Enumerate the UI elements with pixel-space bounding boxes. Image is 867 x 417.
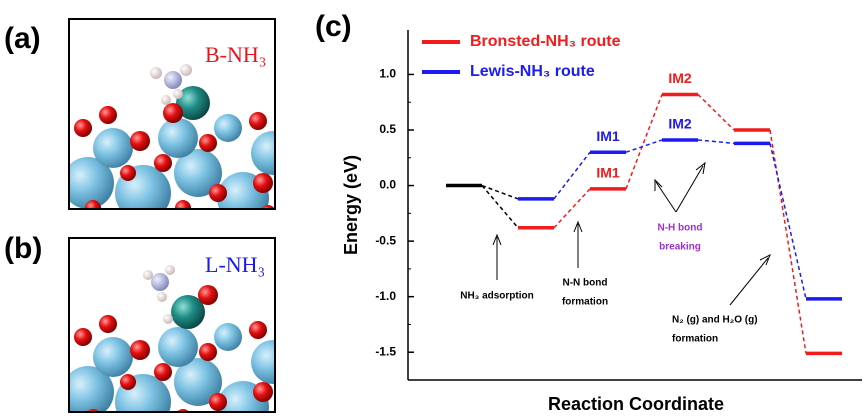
legend-label: Bronsted-NH₃ route <box>470 33 621 50</box>
annotation-arrows <box>493 163 770 305</box>
x-axis-title: Reaction Coordinate <box>548 394 724 414</box>
level-label: IM2 <box>668 70 692 86</box>
level-label: IM1 <box>596 128 620 144</box>
annotation: breaking <box>659 242 701 253</box>
annotation: NH₃ adsorption <box>460 291 534 302</box>
connector <box>554 189 590 228</box>
y-tick-label: 1.0 <box>379 67 396 81</box>
connector <box>626 94 662 188</box>
y-tick-label: 0.0 <box>379 178 396 192</box>
panel-letter: (a) <box>4 22 41 55</box>
molecule-label: L-NH₃ <box>205 252 265 277</box>
annotation: N₂ (g) and H₂O (g) <box>672 315 758 326</box>
annotation: N-N bond <box>563 278 608 289</box>
level-label: IM1 <box>596 165 620 181</box>
annotation: formation <box>562 297 608 308</box>
y-tick-label: -1.5 <box>375 344 396 358</box>
y-axis-title: Energy (eV) <box>341 155 361 255</box>
y-tick-label: -0.5 <box>375 233 396 247</box>
y-tick-label: -1.0 <box>375 289 396 303</box>
figure: (a) B-NH₃ (b) L-NH₃ (c) Reaction Coordin… <box>0 0 867 417</box>
connector <box>698 94 734 130</box>
connector <box>770 130 806 353</box>
connector <box>482 186 518 228</box>
annotation: formation <box>672 334 718 345</box>
molecule-label: B-NH₃ <box>205 42 266 67</box>
legend-label: Lewis-NH₃ route <box>470 63 595 80</box>
annotation: N-H bond <box>658 223 703 234</box>
connector <box>554 152 590 199</box>
panel-letter: (b) <box>4 232 42 265</box>
panel-letter: (c) <box>315 10 352 43</box>
level-label: IM2 <box>668 116 692 132</box>
connector <box>770 143 806 299</box>
y-tick-label: 0.5 <box>379 122 396 136</box>
connector <box>698 140 734 143</box>
